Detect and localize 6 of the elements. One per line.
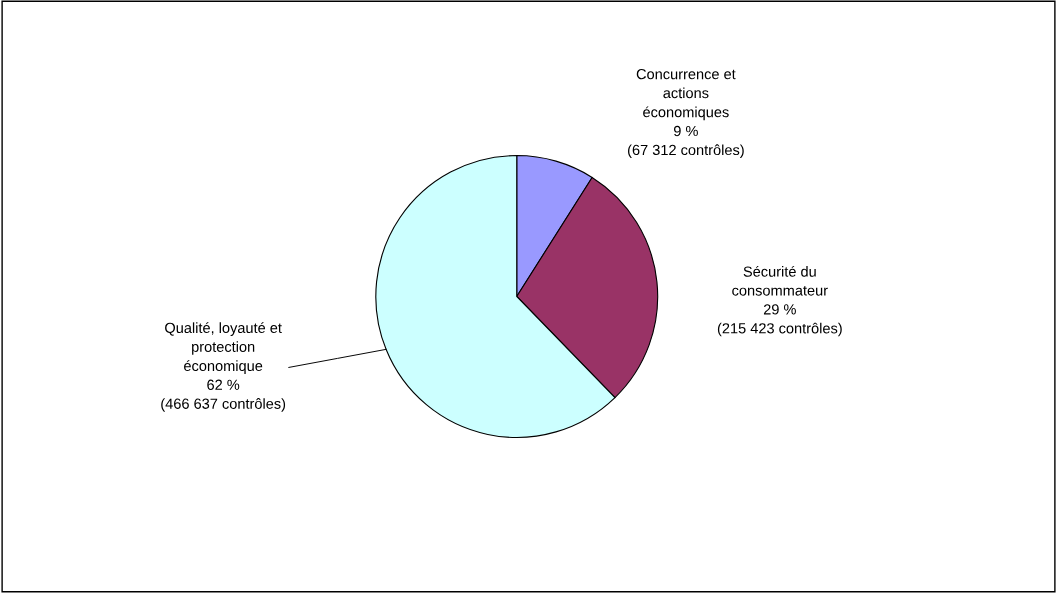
slice-label: Concurrence et actions économiques	[636, 68, 736, 121]
data-label: 29 % (215 423 contrôles)	[717, 304, 842, 337]
slice-label: Qualité, loyauté et protection économique	[165, 322, 282, 374]
data-label: 9 % (67 312 contrôles)	[628, 125, 744, 158]
slice-label: Sécurité du consommateur	[732, 265, 828, 296]
data-label: 62 % (466 637 contrôles)	[161, 379, 286, 412]
